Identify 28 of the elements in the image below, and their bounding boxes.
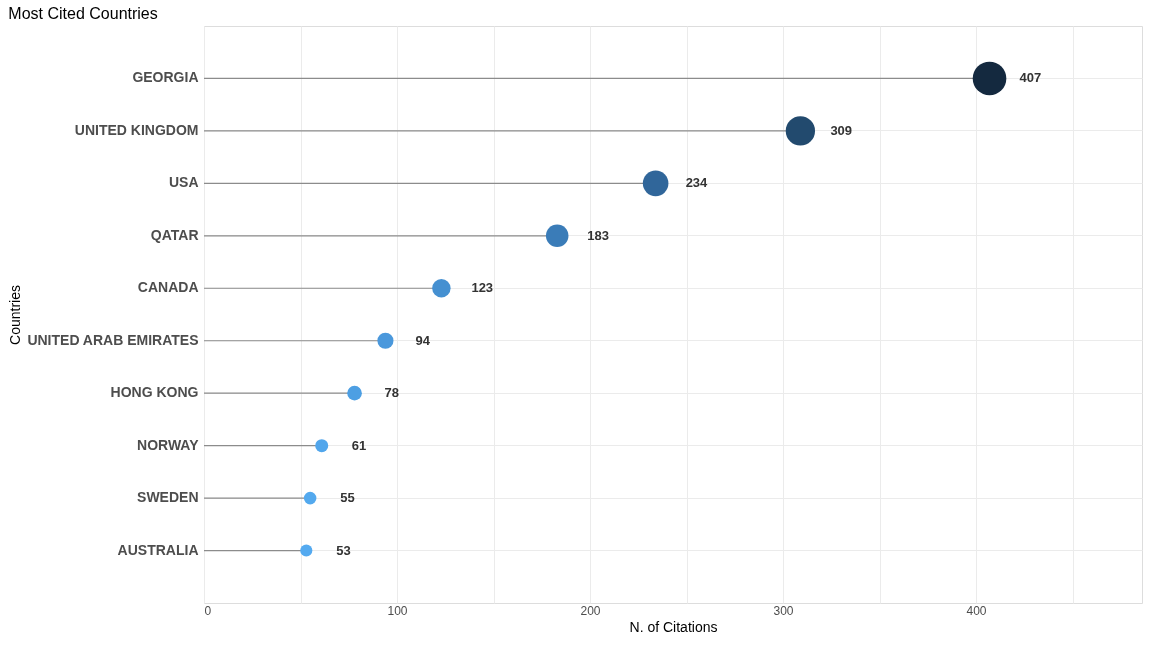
x-axis-title: N. of Citations (629, 618, 718, 635)
y-tick-label: NORWAY (137, 436, 200, 453)
y-tick-label: USA (168, 174, 199, 191)
data-label: 55 (340, 490, 355, 506)
x-tick-label: 300 (773, 603, 794, 618)
data-label: 78 (384, 385, 400, 401)
y-tick-label: UNITED ARAB EMIRATES (27, 331, 199, 348)
x-tick-label: 0 (204, 603, 212, 618)
chart-title: Most Cited Countries (8, 5, 158, 22)
x-tick-label: 400 (966, 603, 987, 618)
data-label: 183 (587, 227, 609, 243)
data-label: 53 (336, 542, 351, 558)
y-tick-label: AUSTRALIA (117, 541, 199, 558)
y-tick-label: CANADA (137, 279, 199, 296)
y-axis-title: Countries (6, 285, 23, 345)
y-tick-label: GEORGIA (132, 69, 199, 86)
x-tick-label: 100 (387, 603, 408, 618)
data-label: 407 (1019, 70, 1042, 86)
data-label: 234 (685, 175, 709, 191)
y-tick-label: SWEDEN (137, 489, 199, 506)
y-tick-label: HONG KONG (110, 384, 199, 401)
data-label: 94 (415, 332, 431, 348)
y-tick-label: UNITED KINGDOM (74, 121, 199, 138)
data-label: 123 (471, 280, 494, 296)
data-label: 61 (351, 437, 367, 453)
y-tick-label: QATAR (150, 226, 199, 243)
data-label: 309 (830, 122, 853, 138)
x-tick-label: 200 (580, 603, 601, 618)
